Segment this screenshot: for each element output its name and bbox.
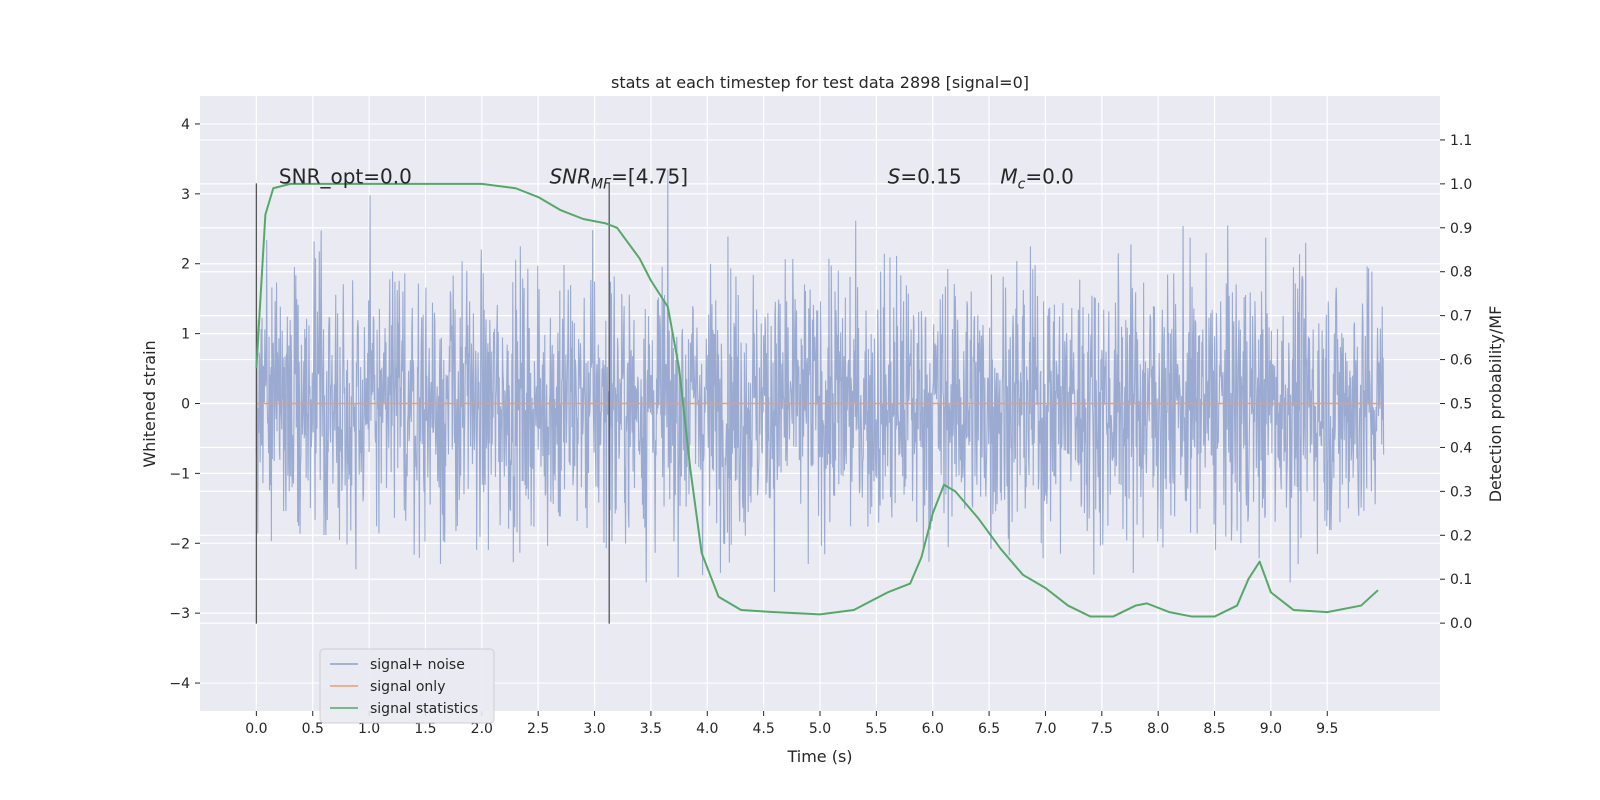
y-axis-label: Whitened strain <box>140 340 159 467</box>
x-tick-label-6: 3.0 <box>583 721 605 737</box>
yr-tick-label-11: 1.1 <box>1450 133 1472 149</box>
legend-label-signal-only: signal only <box>370 679 445 695</box>
yr-tick-label-2: 0.2 <box>1450 528 1472 544</box>
signal-noise-line <box>255 169 1385 593</box>
annotation-1-base: SNR <box>549 164 591 188</box>
yr-tick-label-1: 0.1 <box>1450 572 1472 588</box>
x-tick-label-3: 1.5 <box>414 721 436 737</box>
right-axis-label: Detection probability/MF <box>1486 306 1505 503</box>
yr-tick-label-6: 0.6 <box>1450 353 1472 369</box>
x-tick-label-2: 1.0 <box>358 721 380 737</box>
legend: signal+ noise signal only signal statist… <box>319 648 495 724</box>
x-tick-label-14: 7.0 <box>1034 721 1056 737</box>
series-signal-statistics <box>255 182 1379 618</box>
x-tick-label-9: 4.5 <box>753 721 775 737</box>
y-tick-label-0: −4 <box>169 676 190 692</box>
legend-label-signal-statistics: signal statistics <box>370 701 478 717</box>
x-tick-label-10: 5.0 <box>809 721 831 737</box>
legend-box <box>319 648 495 724</box>
annotation-0: SNR_opt=0.0 <box>279 164 412 188</box>
right-axis-ticks: 0.0 0.1 0.2 0.3 0.4 0.5 0.6 0.7 0.8 0.9 1.0 1.1 <box>1440 133 1472 632</box>
series-signal-noise <box>255 169 1385 593</box>
legend-label-signal-noise: signal+ noise <box>370 657 465 673</box>
annotation-3-value: =0.0 <box>1025 164 1074 188</box>
x-tick-label-12: 6.0 <box>922 721 944 737</box>
annotation-1: SNRMF=[4.75] <box>549 164 688 192</box>
vertical-lines <box>255 183 610 624</box>
y-tick-label-3: −1 <box>169 466 190 482</box>
x-tick-label-8: 4.0 <box>696 721 718 737</box>
yr-tick-label-0: 0.0 <box>1450 616 1472 632</box>
yr-tick-label-5: 0.5 <box>1450 397 1472 413</box>
x-axis-label: Time (s) <box>786 747 852 766</box>
signal-statistics-line <box>255 182 1379 618</box>
yr-tick-label-10: 1.0 <box>1450 177 1472 193</box>
y-tick-label-8: 4 <box>181 117 190 133</box>
yr-tick-label-8: 0.8 <box>1450 265 1472 281</box>
x-tick-label-16: 8.0 <box>1147 721 1169 737</box>
x-tick-label-1: 0.5 <box>302 721 324 737</box>
yr-tick-label-9: 0.9 <box>1450 221 1472 237</box>
y-tick-label-5: 1 <box>181 327 190 343</box>
x-tick-label-19: 9.5 <box>1316 721 1338 737</box>
y-tick-label-1: −3 <box>169 606 190 622</box>
x-tick-label-7: 3.5 <box>640 721 662 737</box>
x-tick-label-0: 0.0 <box>245 721 267 737</box>
yr-tick-label-4: 0.4 <box>1450 440 1472 456</box>
x-axis-ticks: 0.0 0.5 1.0 1.5 2.0 2.5 3.0 3.5 4.0 4.5 5.0 5.5 6.0 6… <box>245 711 1338 737</box>
annotation-2: S=0.15 <box>888 164 962 188</box>
annotations: SNR_opt=0.0 SNRMF=[4.75] S=0.15 Mc=0.0 <box>279 164 1074 192</box>
x-tick-label-17: 8.5 <box>1203 721 1225 737</box>
annotation-3-sub: c <box>1018 176 1026 192</box>
y-tick-label-7: 3 <box>181 187 190 203</box>
x-tick-label-11: 5.5 <box>865 721 887 737</box>
yr-tick-label-3: 0.3 <box>1450 484 1472 500</box>
x-tick-label-13: 6.5 <box>978 721 1000 737</box>
y-axis-ticks: −4 −3 −2 −1 0 1 2 3 4 <box>169 117 200 692</box>
annotation-1-value: =[4.75] <box>611 164 688 188</box>
y-tick-label-4: 0 <box>181 397 190 413</box>
annotation-1-sub: MF <box>591 176 612 192</box>
x-tick-label-18: 9.0 <box>1260 721 1282 737</box>
annotation-3: Mc=0.0 <box>1000 164 1074 192</box>
y-tick-label-6: 2 <box>181 257 190 273</box>
y-tick-label-2: −2 <box>169 536 190 552</box>
x-tick-label-4: 2.0 <box>471 721 493 737</box>
chart-title: stats at each timestep for test data 289… <box>611 73 1029 92</box>
yr-tick-label-7: 0.7 <box>1450 309 1472 325</box>
x-tick-label-15: 7.5 <box>1091 721 1113 737</box>
annotation-2-base: S <box>888 164 901 188</box>
annotation-2-value: =0.15 <box>900 164 961 188</box>
annotation-3-base: M <box>1000 164 1017 188</box>
x-tick-label-5: 2.5 <box>527 721 549 737</box>
